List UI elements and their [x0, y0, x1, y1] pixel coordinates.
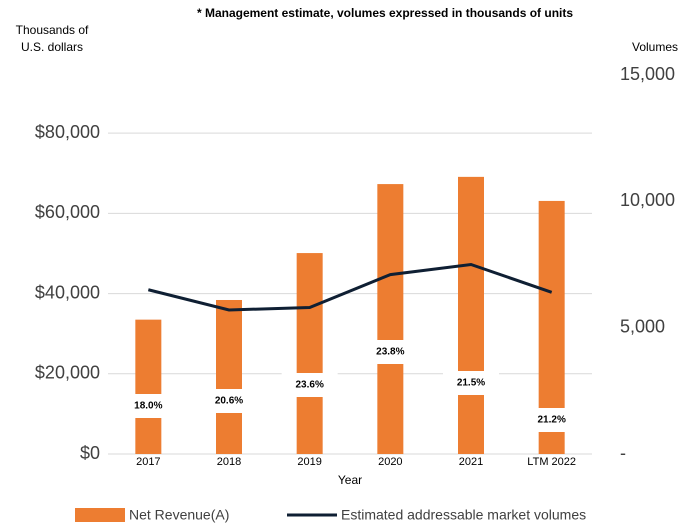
- y-tick-label: $80,000: [35, 122, 100, 142]
- annotation: 23.8%: [376, 347, 404, 358]
- bar: [377, 184, 404, 454]
- bar: [458, 176, 484, 455]
- x-tick-label: LTM 2022: [527, 456, 576, 468]
- annotation: 23.6%: [295, 380, 323, 391]
- annotation: 20.6%: [215, 396, 243, 407]
- x-tick-label: 2018: [217, 456, 241, 468]
- legend-label: Estimated addressable market volumes: [341, 507, 586, 523]
- annotation-box: [201, 389, 257, 413]
- y-tick-label: $40,000: [35, 282, 100, 302]
- annotation: 18.0%: [134, 401, 162, 412]
- subtitle: * Management estimate, volumes expressed…: [197, 6, 573, 20]
- x-label: Year: [338, 473, 362, 487]
- legend-label: Net Revenue(A): [129, 507, 229, 523]
- y-label: U.S. dollars: [21, 40, 83, 54]
- annotation-box: [281, 373, 338, 397]
- bar: [296, 253, 323, 454]
- legend-swatch: [75, 508, 125, 522]
- annotation-box: [362, 340, 419, 364]
- y2-tick-label: 5,000: [620, 316, 665, 336]
- annotation-box: [443, 371, 499, 395]
- annotation: 21.2%: [537, 415, 565, 426]
- x-tick-label: 2020: [378, 456, 402, 468]
- annotation-box: [523, 408, 580, 432]
- x-tick-label: 2017: [136, 456, 160, 468]
- bar: [216, 299, 242, 454]
- y2-tick-label: -: [620, 443, 626, 463]
- y2-tick-label: 15,000: [620, 64, 675, 84]
- y-tick-label: $0: [80, 443, 100, 463]
- x-tick-label: 2021: [459, 456, 483, 468]
- bar: [135, 319, 162, 454]
- line: [147, 262, 553, 312]
- y2-tick-label: 10,000: [620, 190, 675, 210]
- y-label: Thousands of: [16, 23, 89, 37]
- annotation: 21.5%: [457, 378, 485, 389]
- y2-label: Volumes: [632, 40, 678, 54]
- y-tick-label: $60,000: [35, 202, 100, 222]
- annotation-box: [120, 394, 177, 418]
- x-tick-label: 2019: [297, 456, 321, 468]
- y-tick-label: $20,000: [35, 363, 100, 383]
